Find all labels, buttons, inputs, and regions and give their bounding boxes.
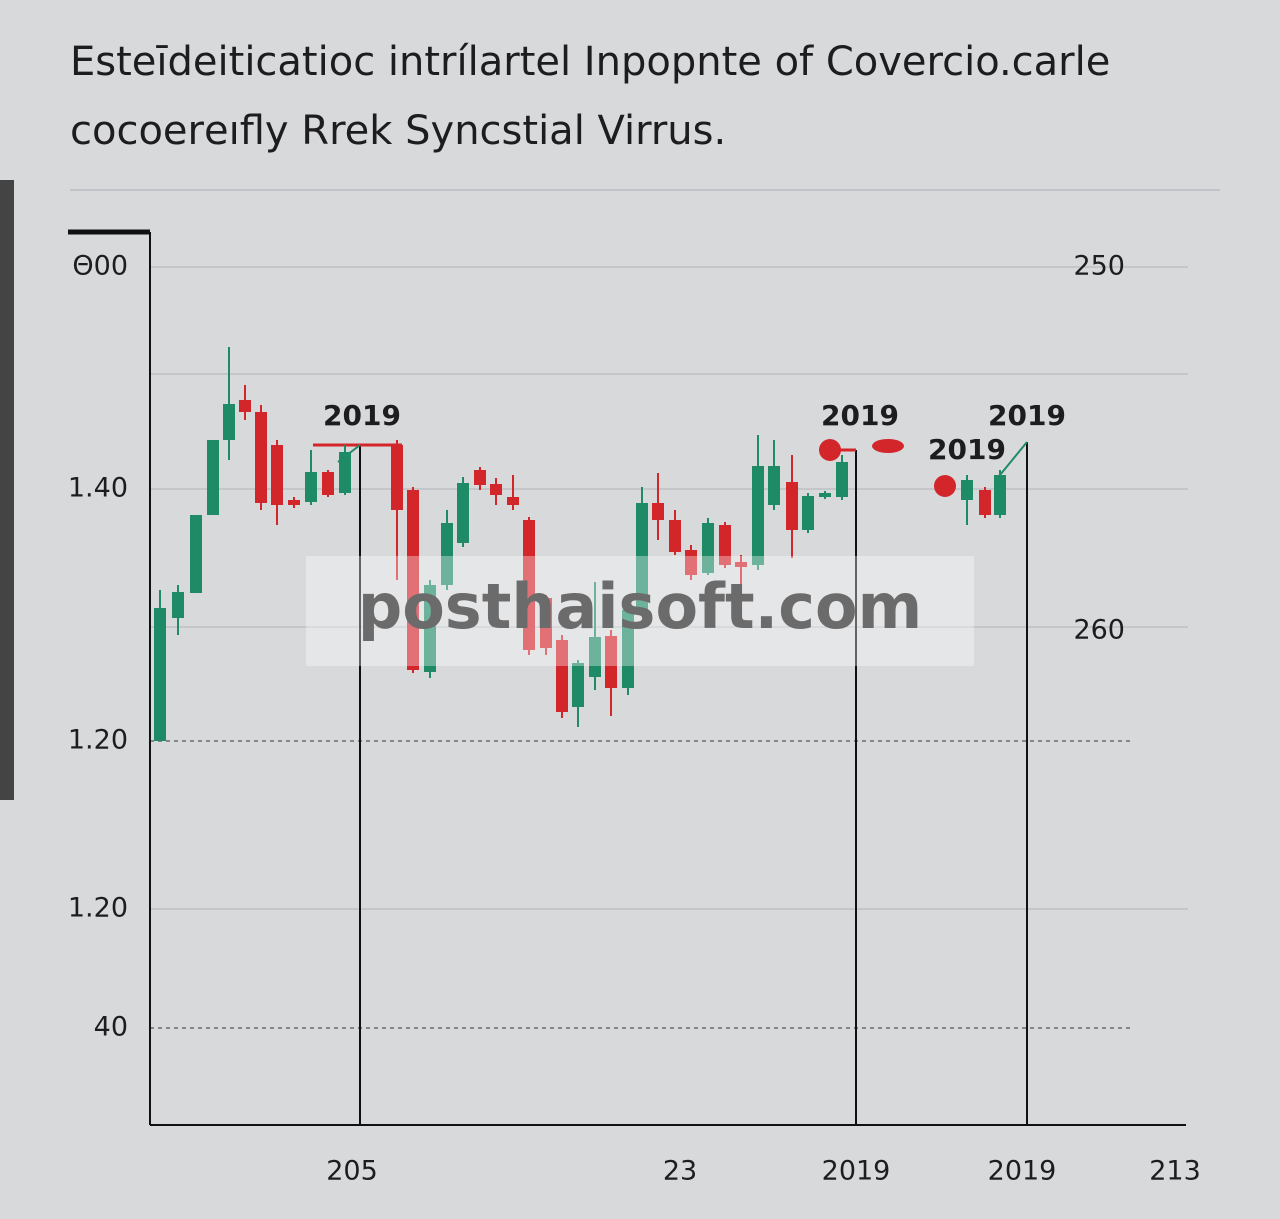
- chart-title: cocoerеıfly Rrek Syncstial Virrus.: [70, 108, 726, 154]
- candle-body: [979, 490, 991, 515]
- x-axis-label: 205: [326, 1156, 378, 1187]
- candle-body: [819, 493, 831, 497]
- marker-dot: [934, 475, 956, 497]
- y-axis-label: 1.40: [68, 473, 128, 504]
- x-axis-label: 213: [1149, 1156, 1201, 1187]
- candle-body: [490, 484, 502, 495]
- x-axis-label: 2019: [822, 1156, 891, 1187]
- annotation-lines: [313, 439, 1028, 1125]
- candle-body: [735, 562, 747, 567]
- candle-body: [322, 472, 334, 495]
- candle-body: [239, 400, 251, 412]
- candle-body: [994, 475, 1006, 515]
- candle-body: [786, 482, 798, 530]
- candle-body: [556, 640, 568, 712]
- annotation: 2019: [928, 433, 1006, 466]
- candle-body: [622, 610, 634, 688]
- chart-title: Esteīdeiticatioc intrílartel Inpopnte of…: [70, 39, 1110, 85]
- candle-body: [652, 503, 664, 520]
- candle-body: [424, 585, 436, 672]
- candle-body: [669, 520, 681, 552]
- candle-body: [752, 466, 764, 565]
- watermark: posthaisoft.com: [358, 570, 922, 643]
- candle-body: [474, 470, 486, 485]
- candle-body: [172, 592, 184, 618]
- y-axis-label: 40: [94, 1012, 128, 1043]
- y-axis-label: 1.20: [68, 725, 128, 756]
- y-axis-label: Θ00: [72, 251, 128, 282]
- annotation: 2019: [323, 399, 401, 432]
- annotation: 2019: [988, 399, 1066, 432]
- candle-body: [572, 663, 584, 707]
- candle-body: [836, 462, 848, 497]
- watermark-box: [306, 556, 974, 666]
- candle-body: [719, 525, 731, 565]
- candle-body: [154, 608, 166, 741]
- candle-body: [305, 472, 317, 502]
- candles: [154, 347, 1006, 741]
- annotation: 2019: [821, 399, 899, 432]
- candle-body: [507, 497, 519, 505]
- y2-axis-label: 250: [1073, 251, 1125, 282]
- candle-body: [441, 523, 453, 585]
- side-strip: [0, 180, 14, 800]
- x-axis-label: 2019: [988, 1156, 1057, 1187]
- marker-dot: [872, 439, 904, 453]
- x-axis-label: 23: [663, 1156, 697, 1187]
- candle-body: [523, 520, 535, 650]
- candle-body: [391, 445, 403, 510]
- candle-body: [768, 466, 780, 505]
- candle-body: [223, 404, 235, 440]
- candle-body: [702, 523, 714, 573]
- candle-body: [288, 500, 300, 505]
- candle-body: [271, 445, 283, 505]
- annotation-line: [999, 441, 1028, 476]
- candle-body: [961, 480, 973, 500]
- candle-body: [207, 440, 219, 515]
- candle-body: [802, 496, 814, 530]
- candle-body: [457, 483, 469, 543]
- candle-body: [685, 550, 697, 575]
- marker-dot: [819, 439, 841, 461]
- candle-body: [407, 490, 419, 670]
- candle-body: [540, 598, 552, 648]
- candle-body: [605, 636, 617, 688]
- candle-body: [636, 503, 648, 610]
- candle-body: [190, 515, 202, 593]
- candle-body: [255, 412, 267, 503]
- y-axis-label: 1.20: [68, 893, 128, 924]
- y2-axis-label: 260: [1073, 615, 1125, 646]
- candle-body: [339, 452, 351, 493]
- candle-body: [589, 637, 601, 677]
